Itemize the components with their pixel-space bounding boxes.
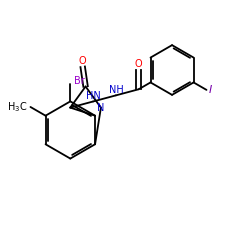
Text: HN: HN — [86, 91, 101, 101]
Text: Br: Br — [74, 76, 84, 86]
Text: I: I — [209, 85, 212, 95]
Text: O: O — [135, 60, 142, 70]
Text: O: O — [78, 56, 86, 66]
Text: N: N — [97, 102, 104, 113]
Text: NH: NH — [109, 85, 124, 95]
Text: H$_3$C: H$_3$C — [7, 100, 28, 114]
